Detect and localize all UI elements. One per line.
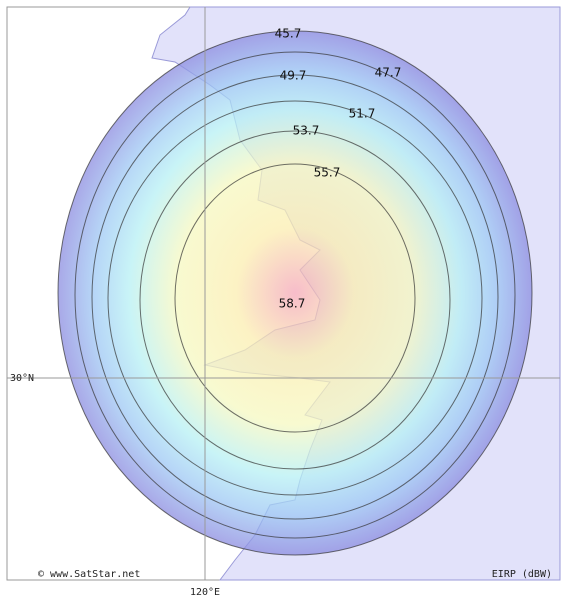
contour-label: 47.7 [375, 66, 402, 80]
longitude-label: 120°E [190, 587, 220, 598]
contour-label: 49.7 [280, 69, 307, 83]
contour-line [107, 100, 483, 496]
contour-label: 55.7 [314, 166, 341, 180]
contour-label: 51.7 [349, 107, 376, 121]
contour-line [174, 163, 416, 433]
beam-fill [58, 31, 532, 555]
contour-line [57, 30, 533, 556]
contour-labels: 45.7 47.7 49.7 51.7 53.7 55.7 58.7 [275, 27, 402, 311]
contour-label: 45.7 [275, 27, 302, 41]
contour-line [74, 51, 516, 539]
credit: © www.SatStar.net [38, 569, 140, 580]
contour-line [139, 130, 451, 470]
contour-label: 53.7 [293, 124, 320, 138]
latitude-label: 30°N [10, 373, 34, 384]
contour-line [91, 74, 499, 520]
contour-label: 58.7 [279, 297, 306, 311]
contour-group [57, 30, 533, 556]
unit-label: EIRP (dBW) [492, 569, 552, 580]
